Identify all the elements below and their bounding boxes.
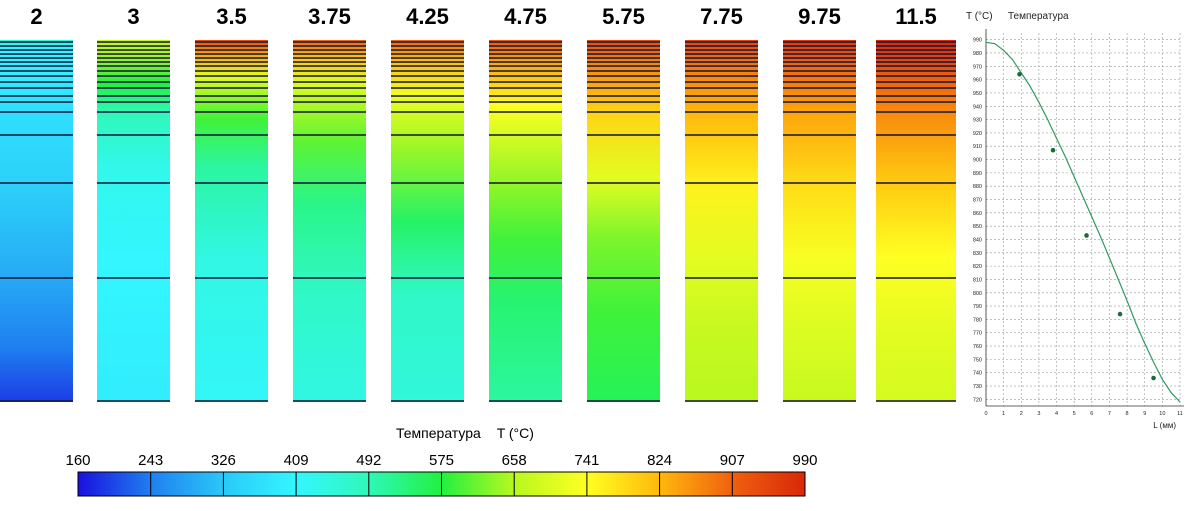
- temperature-line-chart: T (°C) Температура 720 730 740 750 760 770 780 79…: [962, 0, 1190, 440]
- chart-y-tick-label: 800: [973, 291, 982, 297]
- strip-label: 3.75: [308, 4, 351, 29]
- chart-x-tick-label: 0: [984, 411, 987, 417]
- chart-y-tick-label: 920: [973, 131, 982, 137]
- chart-y-tick-label: 960: [973, 78, 982, 84]
- chart-x-tick-label: 1: [1002, 411, 1005, 417]
- chart-y-tick-label: 740: [973, 371, 982, 377]
- chart-y-tick-label: 940: [973, 104, 982, 110]
- chart-y-axis-label: T (°C): [966, 11, 993, 22]
- colorbar-tick-label: 824: [647, 452, 672, 469]
- colorbar-tick-label: 409: [284, 452, 309, 469]
- colorbar-tick-label: 326: [211, 452, 236, 469]
- temperature-strip: [489, 40, 562, 402]
- temperature-strip: [685, 40, 758, 402]
- strip-gradient: [685, 40, 758, 402]
- temperature-strip: [587, 40, 660, 402]
- chart-x-tick-label: 9: [1143, 411, 1146, 417]
- chart-y-tick-label: 950: [973, 91, 982, 97]
- chart-x-tick-label: 10: [1159, 411, 1165, 417]
- temperature-strip: [97, 40, 170, 402]
- colorbar-tick-label: 658: [502, 452, 527, 469]
- colorbar-tick-label: 492: [356, 452, 381, 469]
- temperature-strip: [195, 40, 268, 402]
- temperature-strip: [293, 40, 366, 402]
- colorbar-tick-label: 990: [792, 452, 817, 469]
- strip-label: 2: [30, 4, 43, 29]
- line-chart-svg: T (°C) Температура72073074075076077078079…: [966, 11, 1184, 430]
- chart-y-tick-label: 820: [973, 264, 982, 270]
- chart-data-point: [1117, 311, 1123, 317]
- temperature-strip: [876, 40, 956, 402]
- chart-data-point: [1151, 375, 1156, 381]
- chart-y-tick-label: 850: [973, 224, 982, 230]
- colorbar: 160 243 326 409 492 575 658 741 824 907 990: [60, 448, 820, 506]
- strip-label: 9.75: [798, 4, 841, 29]
- chart-x-tick-label: 2: [1020, 411, 1023, 417]
- chart-y-tick-label: 780: [973, 317, 982, 323]
- strip-gradient: [587, 40, 660, 402]
- colorbar-tick-label: 243: [138, 452, 163, 469]
- strip-label: 3: [127, 4, 140, 29]
- chart-y-tick-label: 790: [973, 304, 982, 310]
- chart-y-tick-label: 750: [973, 357, 982, 363]
- chart-y-tick-label: 830: [973, 251, 982, 257]
- temperature-strip: [391, 40, 464, 402]
- colorbar-tick-label: 575: [429, 452, 454, 469]
- temperature-strip: [0, 40, 73, 402]
- chart-y-tick-label: 900: [973, 158, 982, 164]
- strip-label: 3.5: [216, 4, 247, 29]
- chart-y-tick-label: 840: [973, 237, 982, 243]
- chart-y-tick-label: 990: [973, 38, 982, 44]
- colorbar-tick-label: 907: [720, 452, 745, 469]
- chart-x-tick-label: 5: [1073, 411, 1076, 417]
- chart-y-tick-label: 810: [973, 277, 982, 283]
- colorbar-unit-label: T (°C): [496, 425, 534, 441]
- chart-x-tick-label: 3: [1037, 411, 1040, 417]
- strip-label: 4.75: [504, 4, 547, 29]
- chart-y-tick-label: 860: [973, 211, 982, 217]
- strip-label: 11.5: [895, 4, 937, 29]
- chart-y-tick-label: 910: [973, 144, 982, 150]
- strip-gradient: [195, 40, 268, 402]
- chart-data-point: [1017, 71, 1022, 77]
- chart-y-tick-label: 760: [973, 344, 982, 350]
- strip-gradient: [97, 40, 170, 402]
- chart-y-tick-label: 870: [973, 198, 982, 204]
- chart-y-tick-label: 970: [973, 64, 982, 70]
- colorbar-svg: 160 243 326 409 492 575 658 741 824 907 990: [65, 452, 818, 497]
- chart-x-tick-label: 8: [1126, 411, 1129, 417]
- chart-x-tick-label: 6: [1090, 411, 1093, 417]
- chart-x-tick-label: 7: [1108, 411, 1111, 417]
- chart-x-axis-label: L (мм): [1153, 421, 1176, 430]
- chart-y-tick-label: 770: [973, 331, 982, 337]
- strip-gradient: [391, 40, 464, 402]
- chart-y-tick-label: 930: [973, 118, 982, 124]
- chart-y-tick-label: 720: [973, 397, 982, 403]
- colorbar-tick-label: 160: [65, 452, 90, 469]
- colorbar-title-label: Температура: [396, 425, 481, 441]
- chart-x-tick-label: 11: [1177, 411, 1183, 417]
- chart-series-line: [985, 41, 1181, 403]
- temperature-strips: 2 3 3.5 3.75 4.25 4.75 5.75 7.75 9.75 11.5: [0, 4, 956, 402]
- chart-y-tick-label: 980: [973, 51, 982, 57]
- strip-gradient: [293, 40, 366, 402]
- chart-title: Температура: [1008, 11, 1069, 22]
- colorbar-title: Температура T (°C): [396, 425, 546, 441]
- colorbar-tick-label: 741: [574, 452, 599, 469]
- chart-data-point: [1084, 233, 1089, 238]
- chart-x-tick-label: 4: [1055, 411, 1058, 417]
- temperature-strip: [783, 40, 856, 402]
- chart-y-tick-label: 890: [973, 171, 982, 177]
- strip-gradient: [876, 40, 956, 402]
- chart-y-tick-label: 730: [973, 384, 982, 390]
- chart-data-point: [1050, 147, 1056, 153]
- strip-label: 7.75: [700, 4, 743, 29]
- strip-gradient: [489, 40, 562, 402]
- strip-label: 5.75: [602, 4, 645, 29]
- chart-y-tick-label: 880: [973, 184, 982, 190]
- strip-gradient: [783, 40, 856, 402]
- strip-gradient: [0, 40, 73, 402]
- strip-label: 4.25: [406, 4, 449, 29]
